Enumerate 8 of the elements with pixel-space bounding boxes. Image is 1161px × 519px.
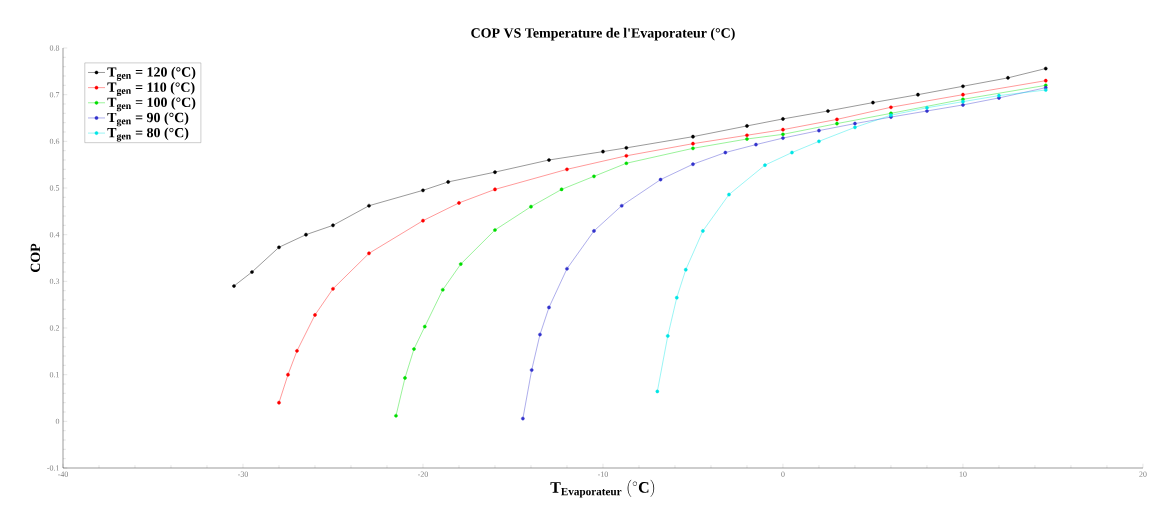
legend-label: T$_{gen}$ = 80 (°C): [107, 127, 189, 142]
y-axis-title: COP: [30, 243, 41, 273]
legend-label: T$_{gen}$ = 110 (°C): [107, 82, 195, 97]
legend-label: T$_{gen}$ = 90 (°C): [107, 112, 189, 127]
legend-label: T$_{gen}$ = 120 (°C): [107, 66, 196, 81]
x-axis-title: $\mathbf{T}_{\mathbf{Evaporateur}}\ (^{\circ}\mathbf{C})$: [550, 479, 655, 498]
legend-label: T$_{gen}$ = 100 (°C): [107, 97, 196, 112]
chart-title: COP VS Temperature de l'Evaporateur (°C): [471, 27, 735, 41]
